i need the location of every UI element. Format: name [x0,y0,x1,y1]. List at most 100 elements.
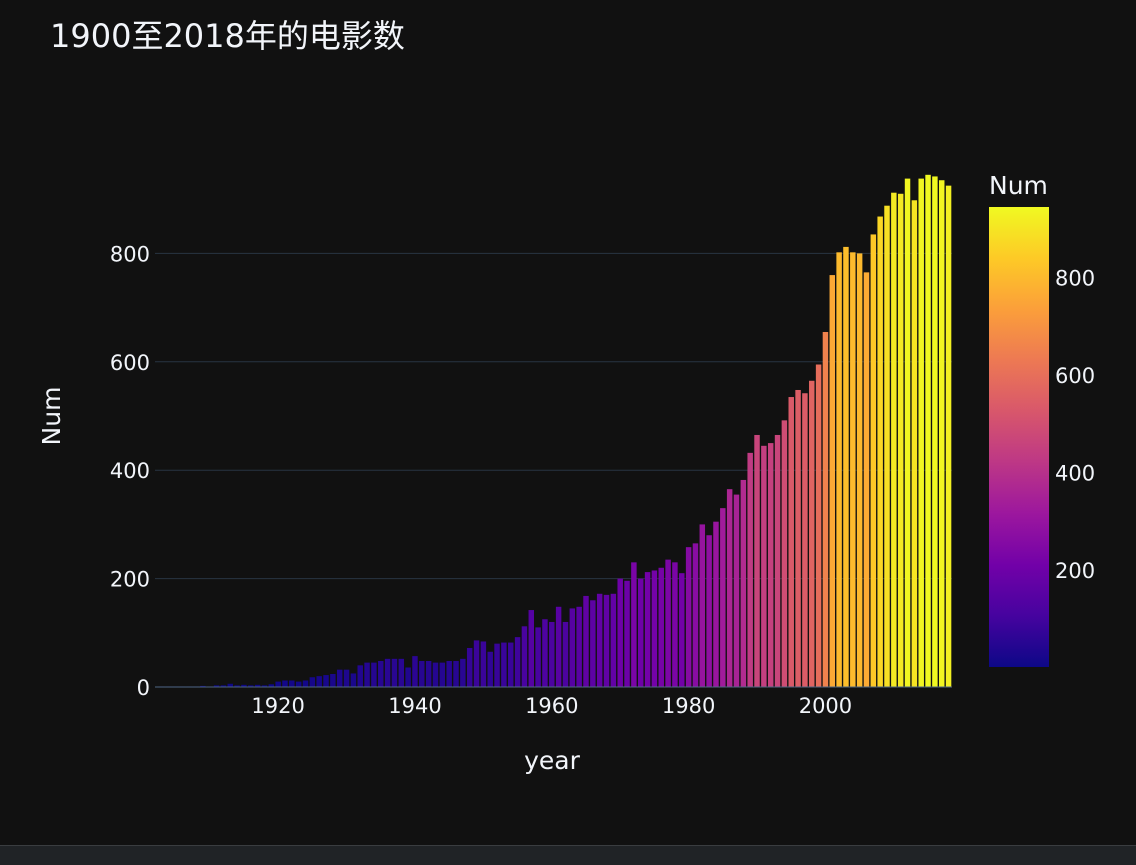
bar [631,562,637,687]
bar [747,452,753,687]
x-tick-label: 2000 [799,694,852,718]
bar [781,420,788,687]
y-ticks: 0 200 400 600 800 [110,242,150,700]
bar [891,192,897,687]
x-tick-label: 1960 [525,694,578,718]
bar [939,180,945,688]
bar [932,176,938,687]
x-ticks: 1920 1940 1960 1980 2000 [251,694,852,718]
bar [658,567,664,687]
x-axis-title: year [524,746,580,775]
bar [562,621,569,687]
bar [316,676,322,687]
bar [754,434,760,687]
bar [699,524,706,687]
bar [576,606,582,687]
bar [569,608,576,687]
x-tick-label: 1920 [251,694,304,718]
colorbar-tick-label: 600 [1055,364,1095,388]
bar [213,685,220,687]
bar [282,680,288,687]
bar [850,252,856,687]
bar [378,660,384,687]
bar [767,443,774,687]
colorbar [989,207,1049,667]
y-tick-label: 0 [137,676,150,700]
bar [870,234,877,687]
bar [254,684,261,687]
bar [720,508,726,687]
bar [596,593,603,687]
bar [706,535,712,687]
bar [494,643,500,687]
bar [501,642,507,687]
bar [637,578,644,687]
bar [364,662,370,687]
bar [521,626,528,687]
bar [911,200,918,687]
bar [713,521,719,687]
bar [439,662,446,687]
bar [856,253,863,687]
colorbar-title: Num [989,171,1048,200]
bar [309,677,316,687]
chart-title: 1900至2018年的电影数 [50,17,405,55]
bar [583,595,589,687]
bar [603,594,610,687]
bar [473,640,480,687]
bar [460,658,466,687]
bar [644,572,651,687]
bar [726,489,733,687]
x-tick-label: 1940 [388,694,441,718]
bar [302,680,309,687]
y-axis-title: Num [37,387,66,446]
bar [740,479,747,687]
bar [761,445,767,687]
bar [555,606,562,687]
bar [200,685,206,687]
bar [836,252,842,687]
bar [453,660,459,687]
bar [398,658,405,687]
bar [542,619,548,687]
colorbar-tick-label: 800 [1055,267,1095,291]
bar [432,662,439,687]
bar [863,272,870,687]
y-tick-label: 800 [110,242,150,266]
bar [336,669,343,687]
bar [665,559,671,687]
bar [733,494,740,687]
bar [275,681,281,687]
bar [371,662,377,687]
bar [925,174,931,687]
colorbar-tick-label: 200 [1055,559,1095,583]
colorbar-ticks: 200 400 600 800 [1055,267,1095,583]
bar [466,647,473,687]
bar [405,667,411,687]
y-tick-label: 200 [110,568,150,592]
bar [419,660,425,687]
bar [535,627,541,687]
bar [289,680,295,687]
bar [679,573,685,687]
bars [159,174,952,688]
bar [323,675,329,687]
x-tick-label: 1980 [662,694,715,718]
bar [391,658,398,687]
bar [815,364,822,687]
bar [918,178,924,687]
bar [241,684,247,687]
bar [446,660,452,687]
bar [220,685,227,687]
bar [261,685,268,687]
bar [897,193,904,687]
bar [829,275,836,687]
bar [672,562,678,687]
bar [425,660,432,687]
bar [268,684,275,687]
bar [788,397,794,687]
bar [384,658,391,687]
bar [624,580,630,687]
y-tick-label: 600 [110,351,150,375]
bar [610,593,617,687]
